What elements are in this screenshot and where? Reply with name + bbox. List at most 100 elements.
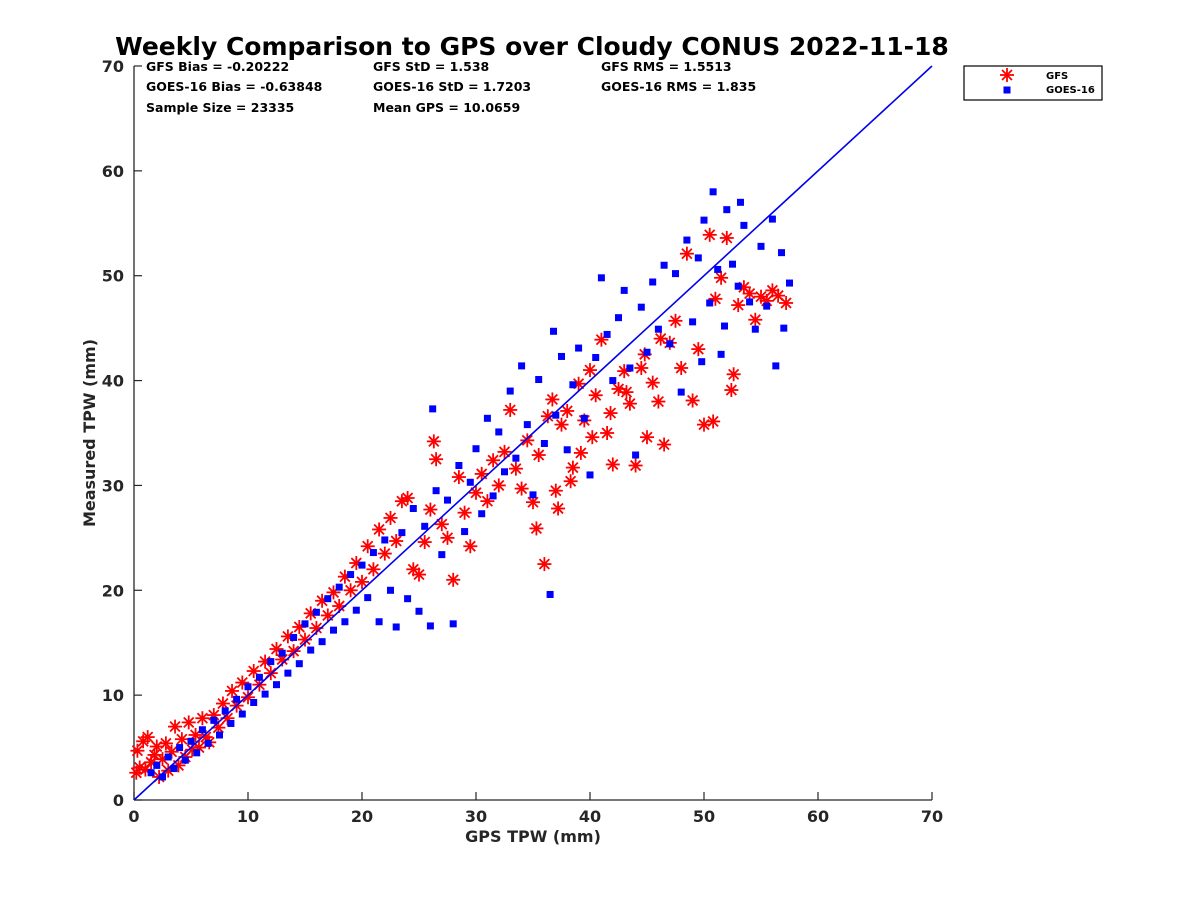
y-tick-label: 10 [102, 686, 124, 705]
gfs-point [225, 683, 240, 698]
gfs-point [585, 430, 600, 445]
x-tick-label: 30 [465, 807, 487, 826]
goes16-point [358, 561, 366, 569]
gfs-point [634, 360, 649, 375]
gfs-point [188, 727, 203, 742]
goes16-point [706, 299, 714, 307]
gfs-point [600, 426, 615, 440]
goes16-point [660, 261, 668, 269]
legend-label-gfs: GFS [1046, 71, 1068, 82]
gfs-point [246, 664, 261, 679]
goes16-point [643, 348, 651, 356]
gfs-point [779, 295, 794, 310]
gfs-point [560, 403, 575, 418]
gfs-point [645, 375, 660, 390]
goes16-point [552, 411, 560, 419]
gfs-point [130, 743, 145, 758]
goes16-point [398, 529, 406, 537]
gfs-point [679, 246, 694, 261]
gfs-point [520, 433, 535, 448]
gfs-point [463, 539, 478, 554]
goes16-point [550, 327, 558, 335]
goes16-point [714, 265, 722, 273]
goes16-point [244, 683, 252, 691]
goes16-point [535, 376, 543, 384]
gfs-point [531, 448, 546, 463]
goes16-point [364, 594, 372, 602]
gfs-point [486, 453, 501, 468]
goes16-point [569, 381, 577, 389]
goes16-point [506, 387, 514, 395]
goes16-point [438, 551, 446, 559]
gfs-point [653, 331, 668, 346]
legend-gfs-asterisk [1000, 68, 1014, 82]
goes16-point [529, 491, 537, 499]
goes16-point [164, 753, 172, 761]
legend-goes16-square [1003, 86, 1011, 94]
goes16-point [626, 364, 634, 372]
gfs-point [508, 461, 523, 476]
gfs-point [719, 230, 734, 245]
gfs-point [440, 530, 455, 545]
gfs-point [469, 485, 483, 500]
gfs-point [434, 517, 449, 532]
gfs-point [372, 522, 387, 537]
gfs-point [497, 444, 512, 459]
y-tick-label: 0 [113, 791, 124, 810]
goes16-point [409, 504, 417, 512]
stat-line: GFS StD = 1.538 [373, 59, 489, 74]
goes16-point [238, 710, 246, 718]
goes16-point [786, 279, 793, 287]
x-tick-label: 0 [128, 807, 139, 826]
x-tick-label: 40 [579, 807, 601, 826]
goes16-point [523, 421, 531, 429]
y-tick-label: 20 [102, 581, 124, 600]
gfs-point [343, 583, 358, 598]
gfs-point [529, 521, 544, 536]
y-tick-label: 40 [102, 372, 124, 391]
goes16-point [421, 522, 429, 530]
x-tick-label: 20 [351, 807, 373, 826]
legend: GFS GOES-16 [963, 65, 1103, 101]
x-tick-label: 50 [693, 807, 715, 826]
gfs-point [588, 388, 603, 403]
goes16-point [375, 618, 383, 626]
one-to-one-line [133, 65, 933, 801]
goes16-point [717, 350, 725, 358]
goes16-point [615, 314, 622, 322]
gfs-point [537, 557, 552, 572]
goes16-point [757, 242, 765, 250]
x-ticks: 0 10 20 30 40 50 60 70 [128, 792, 943, 826]
goes16-point [609, 377, 617, 385]
gfs-point [726, 367, 741, 382]
goes16-point [746, 298, 754, 306]
gfs-point [383, 510, 398, 525]
x-tick-label: 70 [921, 807, 943, 826]
goes16-point [187, 737, 195, 745]
gfs-point [195, 711, 210, 726]
goes16-point [290, 633, 298, 641]
gfs-point [474, 466, 489, 481]
goes16-point [147, 769, 155, 777]
goes16-point [273, 681, 280, 689]
gfs-point [514, 481, 529, 496]
gfs-point [292, 619, 307, 634]
goes16-point [740, 221, 748, 229]
goes16-point [683, 236, 691, 244]
data-points [129, 188, 794, 784]
gfs-point [628, 458, 643, 473]
gfs-point [573, 445, 588, 460]
goes16-point [501, 468, 508, 476]
goes16-point [415, 607, 423, 615]
gfs-point [563, 474, 578, 489]
gfs-point [651, 394, 666, 409]
goes16-point [341, 618, 349, 626]
gfs-point [215, 696, 230, 711]
gfs-point [605, 457, 620, 472]
goes16-point [729, 260, 736, 268]
y-tick-label: 30 [102, 476, 124, 495]
gfs-point [619, 385, 634, 400]
goes16-point [654, 325, 662, 333]
goes16-point [736, 198, 744, 206]
gfs-point [583, 363, 597, 378]
